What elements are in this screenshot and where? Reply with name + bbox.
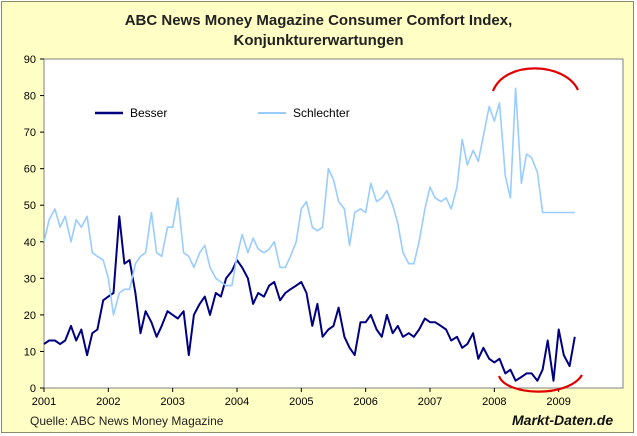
y-tick-label: 50 — [24, 200, 36, 212]
y-tick-label: 10 — [24, 346, 36, 358]
series-line-schlechter — [43, 87, 575, 316]
legend-label-schlechter: Schlechter — [293, 106, 350, 120]
y-tick-label: 40 — [24, 237, 36, 249]
x-tick-label: 2006 — [353, 396, 377, 408]
x-tick-label: 2007 — [418, 396, 442, 408]
x-tick-label: 2009 — [546, 396, 570, 408]
highlight-arc-bottom — [497, 374, 583, 393]
y-tick-label: 0 — [30, 383, 36, 395]
legend-label-besser: Besser — [130, 106, 167, 120]
x-tick-label: 2001 — [32, 396, 56, 408]
x-tick-label: 2004 — [225, 396, 249, 408]
y-tick-label: 70 — [24, 127, 36, 139]
y-tick-label: 60 — [24, 164, 36, 176]
y-tick-label: 30 — [24, 273, 36, 285]
credit-logo: Markt-Daten.de — [512, 412, 614, 428]
y-tick-label: 20 — [24, 310, 36, 322]
x-tick-label: 2005 — [289, 396, 313, 408]
y-tick-label: 80 — [24, 91, 36, 103]
x-tick-label: 2003 — [160, 396, 184, 408]
chart-title-line2: Konjunkturerwartungen — [233, 32, 404, 49]
highlight-arc-top — [491, 67, 579, 92]
x-tick-label: 2002 — [96, 396, 120, 408]
x-tick-label: 2008 — [482, 396, 506, 408]
y-tick-label: 90 — [24, 54, 36, 66]
source-note: Quelle: ABC News Money Magazine — [30, 414, 224, 428]
chart-title-line1: ABC News Money Magazine Consumer Comfort… — [124, 12, 513, 29]
